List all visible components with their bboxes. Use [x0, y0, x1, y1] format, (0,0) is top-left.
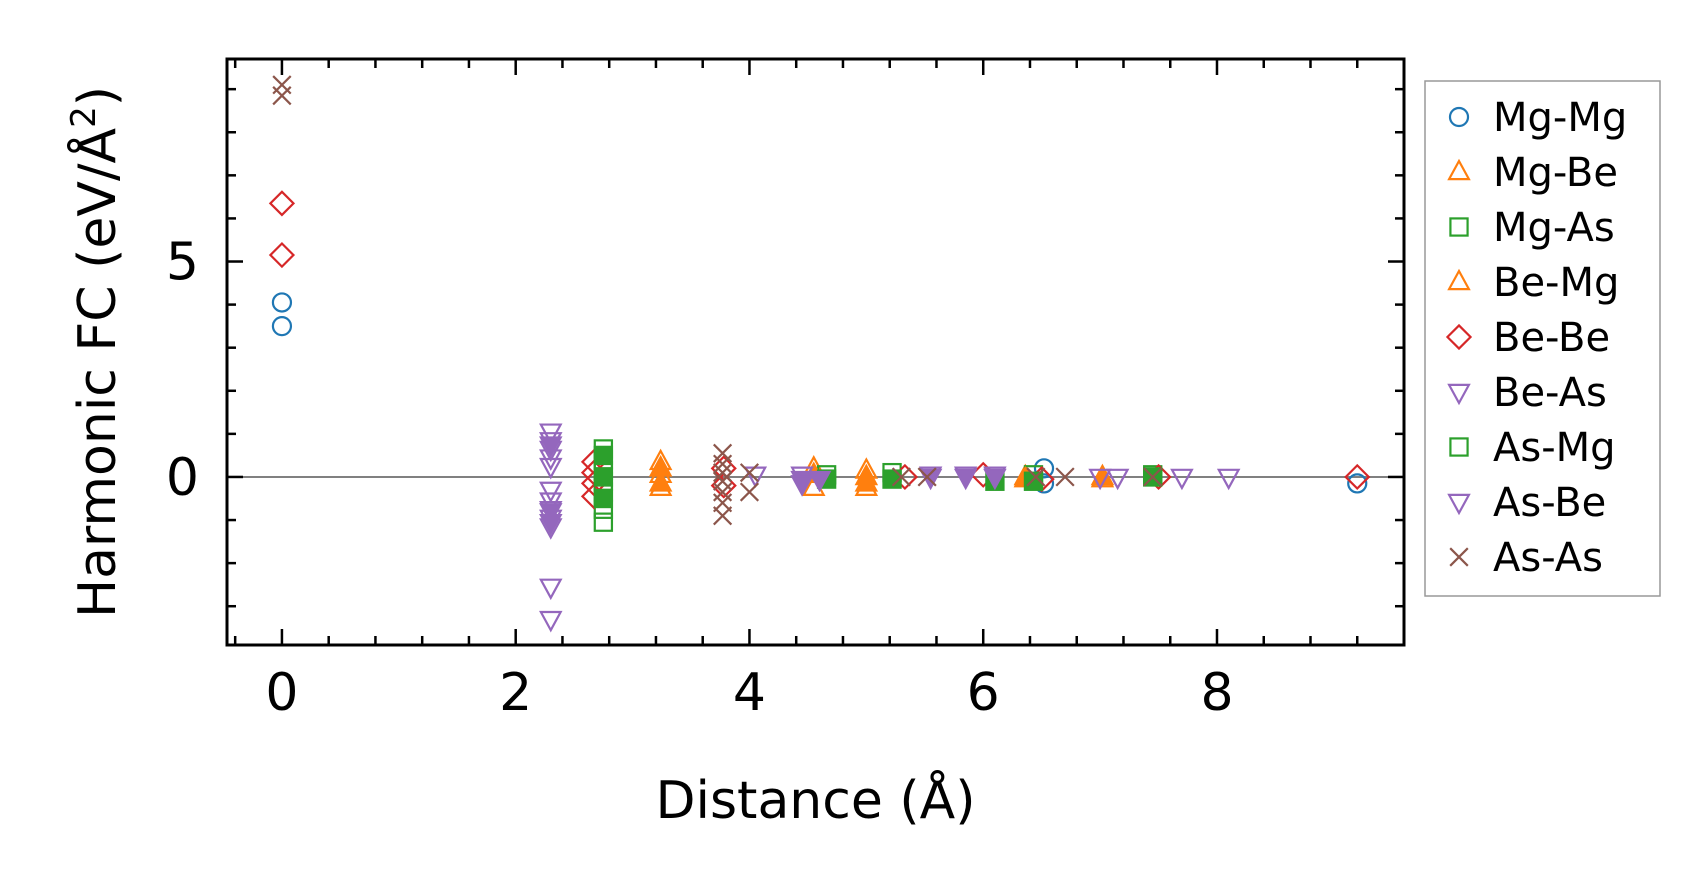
- legend-label: Be-Mg: [1493, 260, 1619, 306]
- series-as-as: [272, 75, 1163, 526]
- data-point: [1026, 467, 1046, 487]
- data-point: [539, 610, 563, 633]
- data-point: [983, 468, 1007, 491]
- legend-label: Be-As: [1493, 370, 1607, 416]
- x-axis-label: Distance (Å): [655, 769, 975, 831]
- data-point: [854, 470, 879, 492]
- legend-marker: [1448, 106, 1470, 128]
- data-point: [593, 512, 614, 532]
- legend-item: Mg-Mg: [1448, 95, 1627, 141]
- data-point: [271, 292, 293, 313]
- data-point: [539, 503, 563, 525]
- legend-frame: [1424, 80, 1661, 597]
- data-point: [917, 467, 937, 487]
- legend-item: Be-Be: [1445, 315, 1610, 361]
- data-point: [1347, 473, 1368, 494]
- data-point: [739, 482, 760, 502]
- plot-frame: [225, 57, 1406, 647]
- legend-label: As-As: [1493, 535, 1603, 581]
- legend-item: As-Mg: [1449, 425, 1616, 471]
- data-point: [713, 463, 733, 483]
- data-points: [268, 75, 1371, 633]
- data-point: [268, 190, 296, 217]
- tick-labels: 0 2 4 6 8 0 5: [166, 233, 1234, 723]
- legend-label: As-Mg: [1493, 425, 1616, 471]
- x-tick-label: 2: [499, 663, 532, 723]
- data-point: [790, 475, 814, 497]
- legend-marker: [1449, 217, 1469, 237]
- data-point: [539, 513, 563, 536]
- legend-item: Be-Mg: [1447, 260, 1619, 306]
- data-point: [271, 316, 293, 337]
- y-axis-label-main: Harmonic FC (eV/Å: [66, 127, 128, 618]
- y-axis-label-superscript: 2: [64, 106, 104, 128]
- data-point: [593, 445, 614, 466]
- data-point: [539, 481, 563, 504]
- y-tick-label: 5: [166, 233, 199, 293]
- data-point: [1216, 468, 1241, 491]
- data-point: [807, 470, 832, 493]
- legend-item: Be-As: [1447, 370, 1607, 416]
- series-mg-mg: [271, 292, 1368, 494]
- data-point: [648, 470, 673, 492]
- legend-marker: [1447, 158, 1471, 181]
- data-point: [539, 578, 563, 601]
- data-point: [1170, 468, 1194, 491]
- data-point: [710, 472, 737, 499]
- x-tick-label: 8: [1200, 663, 1233, 723]
- data-point: [268, 241, 296, 269]
- data-point: [1105, 468, 1130, 491]
- legend-marker: [1449, 437, 1469, 457]
- data-point: [739, 463, 760, 483]
- legend-marker: [1447, 268, 1471, 291]
- data-point: [891, 467, 911, 487]
- legend-label: As-Be: [1493, 480, 1606, 526]
- data-point: [713, 454, 733, 474]
- legend-label: Mg-Mg: [1493, 95, 1627, 141]
- x-tick-label: 4: [733, 663, 766, 723]
- x-tick-label: 6: [967, 663, 1000, 723]
- data-point: [539, 457, 563, 480]
- y-tick-label: 0: [166, 448, 199, 508]
- data-point: [1033, 458, 1055, 479]
- legend-item: As-As: [1449, 535, 1603, 581]
- data-point: [1344, 463, 1371, 491]
- legend-marker: [1449, 547, 1469, 567]
- data-point: [593, 467, 614, 487]
- data-point: [953, 468, 978, 491]
- legend-label: Mg-Be: [1493, 150, 1618, 196]
- data-point: [1143, 467, 1163, 487]
- legend-label: Mg-As: [1493, 205, 1615, 251]
- x-tick-label: 0: [265, 663, 298, 723]
- legend-label: Be-Be: [1493, 315, 1610, 361]
- data-point: [1088, 468, 1112, 491]
- legend: Mg-Mg Mg-Be Mg-As Be-Mg Be-Be Be-As As-Mg As-Be…: [1424, 80, 1661, 597]
- legend-marker: [1445, 323, 1473, 351]
- legend-marker: [1447, 493, 1471, 516]
- legend-item: As-Be: [1447, 480, 1606, 526]
- y-axis-label: Harmonic FC (eV/Å2): [64, 86, 128, 618]
- y-axis-label-close: ): [68, 86, 128, 106]
- data-point: [272, 86, 292, 106]
- legend-marker: [1447, 383, 1471, 406]
- data-point: [713, 506, 733, 526]
- data-point: [1023, 471, 1044, 491]
- data-point: [1055, 467, 1075, 487]
- data-point: [539, 436, 563, 458]
- legend-item: Mg-Be: [1447, 150, 1618, 196]
- legend-item: Mg-As: [1449, 205, 1615, 251]
- data-point: [593, 488, 614, 509]
